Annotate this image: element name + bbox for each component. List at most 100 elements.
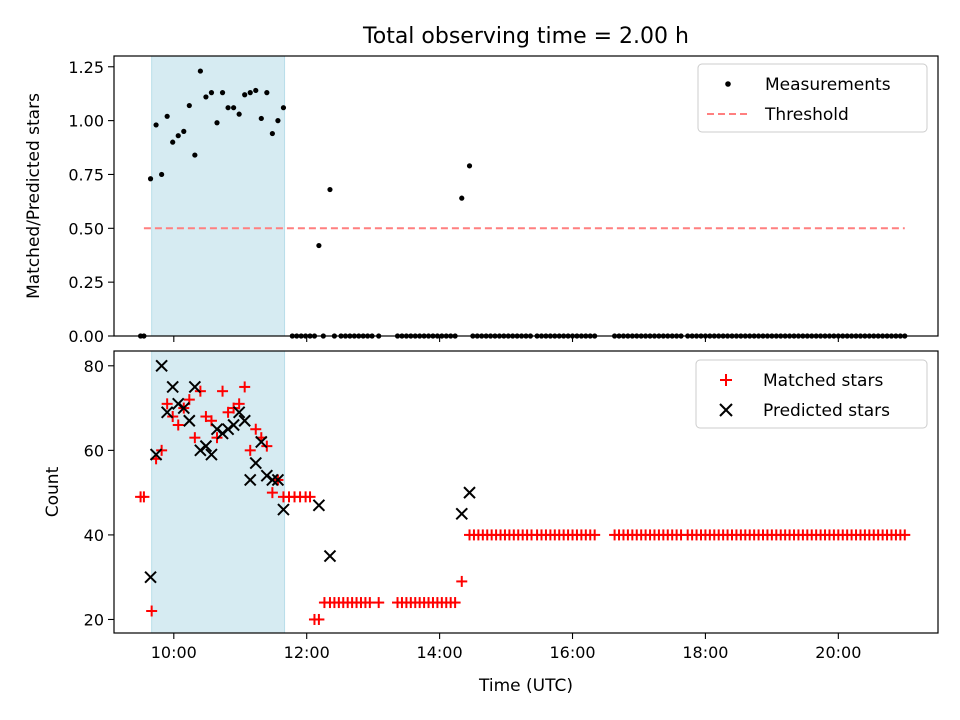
measurement-point [242,92,248,98]
bottom-plot-marks [135,359,911,625]
predicted-stars-point [188,380,202,394]
measurement-point [466,163,473,169]
y-tick-label: 0.75 [68,165,104,184]
bottom-y-axis-label: Count [43,466,63,517]
predicted-stars-point [323,549,337,563]
x-tick-label: 12:00 [284,643,330,662]
measurement-point [164,113,170,119]
predicted-stars-point [255,435,268,449]
measurement-point [170,139,176,145]
top-observing-window [151,55,286,337]
top-legend-box [697,63,928,133]
predicted-stars-point [177,401,190,415]
measurement-point [327,186,333,193]
measurement-point [175,133,181,139]
x-tick-label: 18:00 [682,643,728,662]
bottom-panel-frame [113,350,939,634]
matched-stars-point [217,385,229,397]
matched-stars-point [266,487,278,499]
measurement-point [147,176,154,182]
predicted-stars-point [227,418,240,432]
x-tick-label: 20:00 [815,643,861,662]
predicted-stars-point [160,406,174,419]
legend-marker-predicted-stars [719,403,733,417]
measurement-point [236,111,242,117]
matched-stars-point [239,381,251,393]
matched-stars-point [161,398,173,410]
x-tick-label: 10:00 [151,643,197,662]
measurement-point [214,120,220,126]
measurement-point [316,242,322,249]
top-y-axis: 0.00 0.25 0.50 0.75 1.00 1.25 [68,58,114,346]
legend-marker-measurements [725,81,731,87]
top-legend: Measurements Threshold [697,63,928,133]
matched-stars-point [304,491,316,503]
chart-title: Total observing time = 2.00 h [362,24,689,49]
bottom-legend: Matched stars Predicted stars [695,359,928,429]
predicted-stars-point [166,380,179,394]
matched-stars-point [222,406,234,418]
top-panel: 0.00 0.25 0.50 0.75 1.00 1.25 Total observing… [24,24,939,346]
measurement-point [459,195,465,201]
measurement-point [280,105,287,111]
bottom-y-axis: 20 40 60 80 [84,357,114,629]
top-x-axis [173,336,839,342]
predicted-stars-point [149,448,163,461]
measurement-point [264,90,270,96]
predicted-stars-point [463,486,476,499]
measurement-point [181,128,187,134]
predicted-stars-point [199,439,213,453]
legend-label-measurements: Measurements [765,75,891,95]
predicted-stars-point [244,473,257,487]
matched-stars-point [449,597,461,609]
measurement-point [225,105,231,111]
matched-stars-point [899,529,911,541]
y-tick-label: 80 [84,357,104,376]
y-tick-label: 1.00 [68,112,104,131]
matched-stars-point [233,398,245,410]
matched-stars-point [373,597,385,609]
legend-label-matched-stars: Matched stars [763,371,883,391]
predicted-stars-point [455,507,468,520]
legend-label-threshold: Threshold [764,105,849,125]
predicted-stars-point [232,406,246,419]
measurement-point [197,68,203,74]
y-tick-label: 60 [84,441,104,460]
measurement-point [269,130,275,137]
measurement-point [192,152,198,158]
matched-stars-point [146,605,158,617]
predicted-stars-point [238,414,251,427]
measurement-point [219,90,226,96]
matched-stars-point [250,423,262,435]
measurement-point [231,105,237,111]
predicted-stars-point [183,414,196,427]
measurement-point [203,94,209,100]
y-tick-label: 0.00 [68,327,104,346]
x-tick-label: 14:00 [417,643,463,662]
matched-stars-point [244,444,256,456]
measurement-point [159,171,165,178]
bottom-legend-box [695,359,928,429]
predicted-stars-point [312,499,326,512]
matched-stars-point [189,432,201,444]
predicted-stars-point [266,473,279,487]
bottom-observing-window [151,350,286,634]
y-tick-label: 20 [84,610,104,629]
y-tick-label: 0.25 [68,273,104,292]
measurement-point [253,87,259,94]
predicted-stars-point [144,570,157,584]
predicted-stars-point [205,448,218,461]
measurement-point [247,90,253,96]
x-tick-label: 16:00 [549,643,595,662]
predicted-stars-point [277,503,290,516]
matched-stars-point [138,491,150,503]
predicted-stars-point [249,456,262,470]
y-tick-label: 0.50 [68,219,104,238]
legend-marker-matched-stars [720,374,732,386]
matched-stars-point [200,411,212,423]
measurement-point [275,118,281,124]
measurement-point [186,102,192,109]
matched-stars-point [456,575,468,587]
